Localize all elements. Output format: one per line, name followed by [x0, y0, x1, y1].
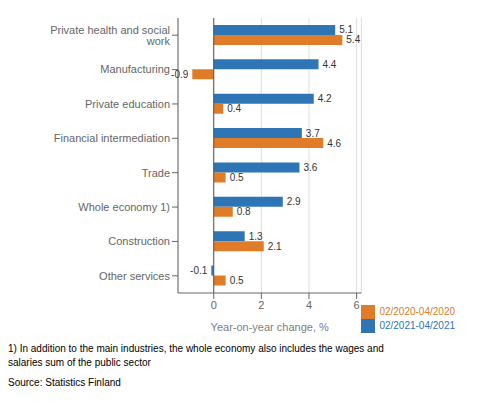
- svg-text:Whole economy 1): Whole economy 1): [78, 201, 170, 213]
- svg-text:0.5: 0.5: [230, 275, 244, 286]
- svg-text:Trade: Trade: [142, 167, 170, 179]
- svg-text:0.5: 0.5: [230, 172, 244, 183]
- svg-text:3.7: 3.7: [306, 128, 320, 139]
- svg-text:2.9: 2.9: [287, 196, 301, 207]
- svg-text:6: 6: [354, 299, 360, 311]
- svg-text:3.6: 3.6: [303, 162, 317, 173]
- svg-text:0.4: 0.4: [227, 103, 241, 114]
- svg-text:Private health and socialwork: Private health and socialwork: [50, 24, 170, 47]
- svg-text:-0.9: -0.9: [171, 69, 189, 80]
- svg-text:Year-on-year change, %: Year-on-year change, %: [211, 321, 329, 333]
- svg-text:4.4: 4.4: [323, 59, 337, 70]
- html-text:1) In addition to the main ind: 1) In addition to the main industries, t…: [8, 343, 384, 354]
- svg-text:2: 2: [258, 299, 264, 311]
- svg-text:5.1: 5.1: [339, 24, 354, 36]
- svg-text:Manufacturing: Manufacturing: [100, 63, 170, 75]
- svg-text:Other services: Other services: [99, 270, 170, 282]
- svg-text:4.2: 4.2: [318, 93, 332, 104]
- svg-text:0: 0: [211, 299, 217, 311]
- svg-text:2.1: 2.1: [268, 241, 282, 252]
- svg-text:Financial intermediation: Financial intermediation: [54, 132, 170, 144]
- svg-text:Construction: Construction: [108, 235, 170, 247]
- svg-text:4: 4: [306, 299, 312, 311]
- html-text:02/2020-04/2020: 02/2020-04/2020: [379, 305, 455, 317]
- svg-text:Private education: Private education: [85, 98, 170, 110]
- html-text:Source: Statistics Finland: Source: Statistics Finland: [8, 377, 121, 388]
- svg-text:4.6: 4.6: [327, 138, 341, 149]
- html-text:salaries sum of the public sec: salaries sum of the public sector: [8, 357, 151, 368]
- svg-text:-0.1: -0.1: [190, 265, 208, 276]
- svg-text:0.8: 0.8: [237, 206, 251, 217]
- svg-text:1.3: 1.3: [249, 231, 263, 242]
- svg-text:5.4: 5.4: [346, 34, 360, 45]
- html-text:02/2021-04/2021: 02/2021-04/2021: [379, 319, 455, 331]
